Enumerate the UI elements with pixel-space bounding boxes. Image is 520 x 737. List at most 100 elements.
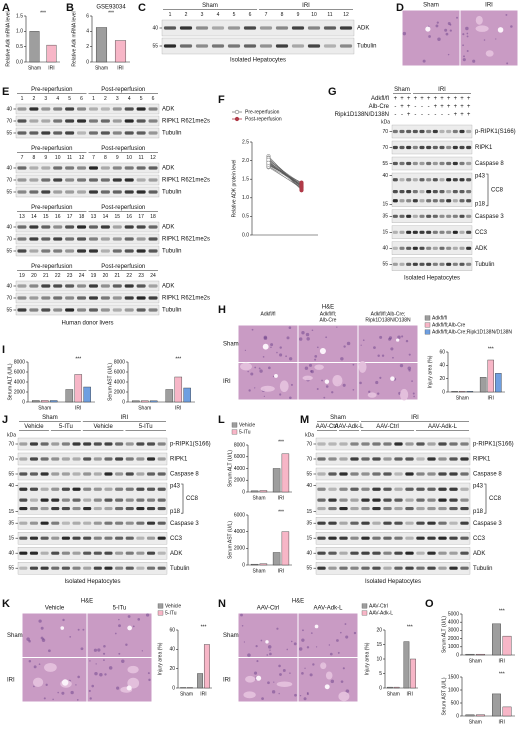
nuclei: [389, 336, 392, 339]
band: [147, 537, 155, 540]
nuclei: [343, 667, 345, 669]
band: [147, 507, 155, 510]
band: [466, 231, 471, 234]
nuclei: [336, 326, 337, 327]
lane-header: 7: [265, 12, 268, 18]
y-tick-label: 1000: [448, 644, 459, 650]
band: [17, 284, 26, 287]
nuclei: [472, 60, 475, 63]
nuclei: [304, 697, 307, 700]
lane-header: 9: [44, 155, 47, 161]
nuclei: [310, 673, 313, 676]
band: [164, 26, 176, 29]
kda-label: 40: [8, 483, 14, 489]
band: [17, 249, 26, 252]
y-tick-label: 5: [379, 671, 382, 677]
necrosis: [261, 386, 275, 392]
y-tick-label: 1500: [448, 674, 459, 680]
nuclei: [467, 33, 469, 35]
nuclei: [289, 357, 292, 360]
band: [147, 522, 155, 525]
blot-footer: Isolated Hepatocytes: [64, 579, 120, 585]
band: [149, 296, 158, 299]
band: [459, 162, 464, 165]
band: [383, 522, 391, 525]
band: [41, 225, 50, 228]
band: [65, 284, 74, 287]
band: [158, 488, 166, 491]
lane-header: 2: [185, 12, 188, 18]
band: [405, 442, 413, 445]
band-label: Tubulin: [162, 190, 181, 196]
nuclei: [306, 333, 309, 336]
band-label: RIPK1 R621me2s: [162, 119, 210, 125]
band: [439, 263, 444, 266]
genotype-mark: -: [414, 112, 416, 118]
band: [83, 488, 91, 491]
band: [350, 552, 358, 555]
band: [361, 507, 369, 510]
band: [439, 199, 444, 202]
band: [77, 190, 86, 193]
band: [416, 472, 424, 475]
bracket: [181, 484, 183, 513]
bar: [282, 454, 289, 492]
y-axis-label: Relative Adk mRNA level: [5, 11, 11, 66]
nuclei: [505, 14, 507, 16]
band: [361, 488, 369, 491]
bar: [50, 401, 57, 403]
band-sublabel: p18: [473, 509, 484, 515]
x-tick-label: Sham: [28, 65, 41, 71]
band: [459, 178, 464, 181]
kda-label: 55: [6, 130, 12, 136]
nuclei: [382, 354, 384, 356]
nuclei: [267, 681, 270, 684]
band-label: Tubulin: [170, 566, 189, 572]
nuclei: [46, 684, 48, 686]
band: [405, 567, 413, 570]
genotype-mark: -: [434, 112, 436, 118]
band: [136, 552, 144, 555]
band: [413, 247, 418, 250]
band: [137, 166, 146, 169]
y-tick-label: 2.5: [242, 139, 249, 145]
lane-header: Post-reperfusion: [101, 205, 145, 211]
nuclei: [448, 54, 449, 55]
y-tick-label: 6000: [114, 369, 125, 375]
band: [317, 472, 325, 475]
band: [41, 552, 49, 555]
band: [317, 457, 325, 460]
band-label: ADK: [475, 246, 487, 252]
nuclei: [77, 676, 80, 679]
band: [94, 567, 102, 570]
band: [416, 522, 424, 525]
band: [453, 215, 458, 218]
band: [53, 178, 62, 181]
band: [394, 442, 402, 445]
lane-header: 3: [44, 96, 47, 102]
lane-header: 11: [327, 12, 332, 18]
band: [72, 488, 80, 491]
band: [460, 442, 468, 445]
band: [77, 249, 86, 252]
membrane: [316, 483, 470, 514]
nuclei: [77, 699, 79, 701]
nuclei: [266, 654, 268, 656]
nuclei: [340, 357, 343, 360]
band: [65, 119, 74, 122]
y-tick-label: 6000: [234, 512, 245, 518]
band-label: p-RIPK1(S166): [473, 442, 514, 448]
band: [438, 488, 446, 491]
vessel: [256, 676, 261, 681]
blot-footer: Isolated Hepatocytes: [365, 579, 421, 585]
y-tick-label: 4000: [234, 466, 245, 472]
x-tick-label: IRI: [499, 658, 505, 664]
nuclei: [96, 663, 97, 664]
band: [292, 26, 304, 29]
band: [19, 507, 27, 510]
band: [29, 284, 38, 287]
band: [372, 567, 380, 570]
necrosis: [44, 663, 57, 672]
membrane: [316, 438, 470, 450]
nuclei: [316, 646, 317, 647]
